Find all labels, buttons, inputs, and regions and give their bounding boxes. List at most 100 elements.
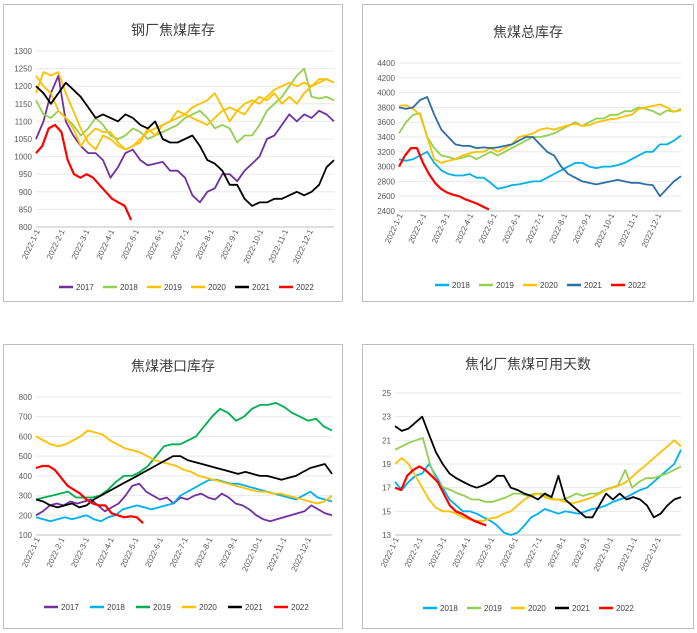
series-line-2021 [35, 81, 335, 207]
y-tick-label: 600 [19, 432, 33, 441]
series-line-2020 [35, 429, 333, 505]
x-tick-label: 2022-12-1 [290, 536, 314, 573]
x-tick-label: 2022-6-1 [143, 536, 165, 569]
x-tick-label: 2022-7-1 [524, 212, 546, 245]
x-tick-label: 2022-4-1 [451, 536, 473, 569]
x-tick-label: 2022-9-1 [571, 212, 593, 245]
y-tick-label: 4200 [377, 74, 395, 83]
x-tick-label: 2022-5-1 [119, 536, 141, 569]
y-tick-label: 4400 [377, 59, 395, 68]
x-tick-label: 2022-7-1 [168, 536, 190, 569]
legend-label-2019: 2019 [484, 604, 502, 613]
legend-label-2018: 2018 [440, 604, 458, 613]
series-line-2020 [398, 103, 682, 164]
y-tick-label: 4000 [377, 89, 395, 98]
chart-steel-coking-coal-inventory: 钢厂焦煤库存 800 850 900 950 1000 1050 1100 1150 1200 12… [14, 22, 335, 292]
y-tick-label: 400 [19, 472, 33, 481]
legend-label-2021: 2021 [584, 281, 602, 290]
x-tick-label: 2022-2-1 [407, 212, 429, 245]
x-tick-label: 2022-7-1 [522, 536, 544, 569]
y-tick-label: 23 [382, 413, 391, 422]
x-tick-label: 2022-4-1 [454, 212, 476, 245]
legend-label-2022: 2022 [628, 281, 646, 290]
x-tick-label: 2022-9-1 [219, 228, 241, 261]
y-tick-label: 1000 [14, 153, 32, 162]
series-line-2020 [394, 439, 682, 522]
x-tick-label: 2022-3-1 [70, 228, 92, 261]
legend-label-2022: 2022 [291, 603, 309, 612]
y-tick-label: 950 [19, 170, 33, 179]
x-tick-label: 2022-10-1 [240, 536, 264, 573]
y-tick-label: 3200 [377, 148, 395, 157]
legend-label-2019: 2019 [164, 283, 182, 292]
y-tick-label: 800 [19, 393, 33, 402]
panel-steel-coking-coal-inventory: 钢厂焦煤库存 800 850 900 950 1000 1050 1100 1150 1200 12… [3, 4, 343, 302]
y-tick-label: 800 [19, 223, 33, 232]
x-tick-label: 2022-10-1 [242, 228, 266, 265]
y-tick-label: 1200 [14, 82, 32, 91]
y-tick-label: 2400 [377, 207, 395, 216]
x-tick-label: 2022-6-1 [144, 228, 166, 261]
series-line-2020 [35, 75, 335, 151]
series-line-2018 [398, 134, 682, 190]
x-tick-label: 2022-11-1 [616, 212, 640, 249]
y-tick-label: 300 [19, 492, 33, 501]
series-line-2019 [394, 437, 682, 503]
panel-total-coking-coal-inventory: 焦煤总库存 2400 2600 2800 3000 3200 3400 3600 3800 400… [362, 4, 694, 302]
legend-label-2020: 2020 [528, 604, 546, 613]
x-tick-label: 2022-2-1 [45, 228, 67, 261]
x-tick-label: 2022-9-1 [570, 536, 592, 569]
y-tick-label: 500 [19, 452, 33, 461]
panel-port-coking-coal-inventory: 焦煤港口库存 100 200 300 400 500 600 700 800 2022-1-1 20… [3, 344, 343, 629]
series-line-2017 [35, 74, 335, 204]
x-tick-label: 2022-2-1 [403, 536, 425, 569]
x-tick-label: 2022-7-1 [169, 228, 191, 261]
series-line-2021 [394, 415, 682, 519]
y-tick-label: 100 [19, 531, 33, 540]
x-tick-label: 2022-12-1 [639, 536, 663, 573]
y-tick-label: 700 [19, 413, 33, 422]
y-tick-label: 900 [19, 188, 33, 197]
legend-label-2018: 2018 [120, 283, 138, 292]
series-line-2021 [398, 96, 682, 198]
legend-label-2017: 2017 [76, 283, 94, 292]
x-tick-label: 2022-1-1 [383, 212, 405, 245]
y-tick-label: 1100 [15, 117, 33, 126]
x-tick-label: 2022-1-1 [20, 228, 42, 261]
series-line-2018 [35, 67, 335, 144]
y-tick-label: 1150 [15, 100, 33, 109]
x-tick-label: 2022-5-1 [474, 536, 496, 569]
legend-label-2021: 2021 [572, 604, 590, 613]
y-tick-label: 13 [382, 531, 391, 540]
x-tick-label: 2022-12-1 [640, 212, 664, 249]
x-tick-label: 2022-8-1 [548, 212, 570, 245]
legend-label-2019: 2019 [496, 281, 514, 290]
legend-label-2022: 2022 [296, 283, 314, 292]
y-tick-label: 1250 [14, 65, 32, 74]
x-tick-label: 2022-10-1 [593, 212, 617, 249]
series-line-2022 [35, 123, 133, 221]
legend-label-2020: 2020 [208, 283, 226, 292]
x-tick-label: 2022-5-1 [477, 212, 499, 245]
legend-label-2021: 2021 [252, 283, 270, 292]
chart-title: 焦化厂焦煤可用天数 [465, 356, 591, 372]
legend-label-2021: 2021 [245, 603, 263, 612]
series-line-2022 [35, 464, 144, 525]
y-tick-label: 17 [382, 484, 391, 493]
x-tick-label: 2022-9-1 [217, 536, 239, 569]
legend-label-2020: 2020 [540, 281, 558, 290]
y-tick-label: 1050 [14, 135, 32, 144]
x-tick-label: 2022-3-1 [430, 212, 452, 245]
series-line-2019 [35, 402, 333, 501]
x-tick-label: 2022-4-1 [95, 228, 117, 261]
x-tick-label: 2022-2-1 [45, 536, 67, 569]
series-line-2017 [35, 482, 333, 523]
x-tick-label: 2022-4-1 [94, 536, 116, 569]
series-line-2019 [398, 106, 682, 161]
x-tick-label: 2022-8-1 [194, 228, 216, 261]
legend-label-2019: 2019 [153, 603, 171, 612]
series-line-2018 [35, 478, 333, 523]
x-tick-label: 2022-5-1 [119, 228, 141, 261]
